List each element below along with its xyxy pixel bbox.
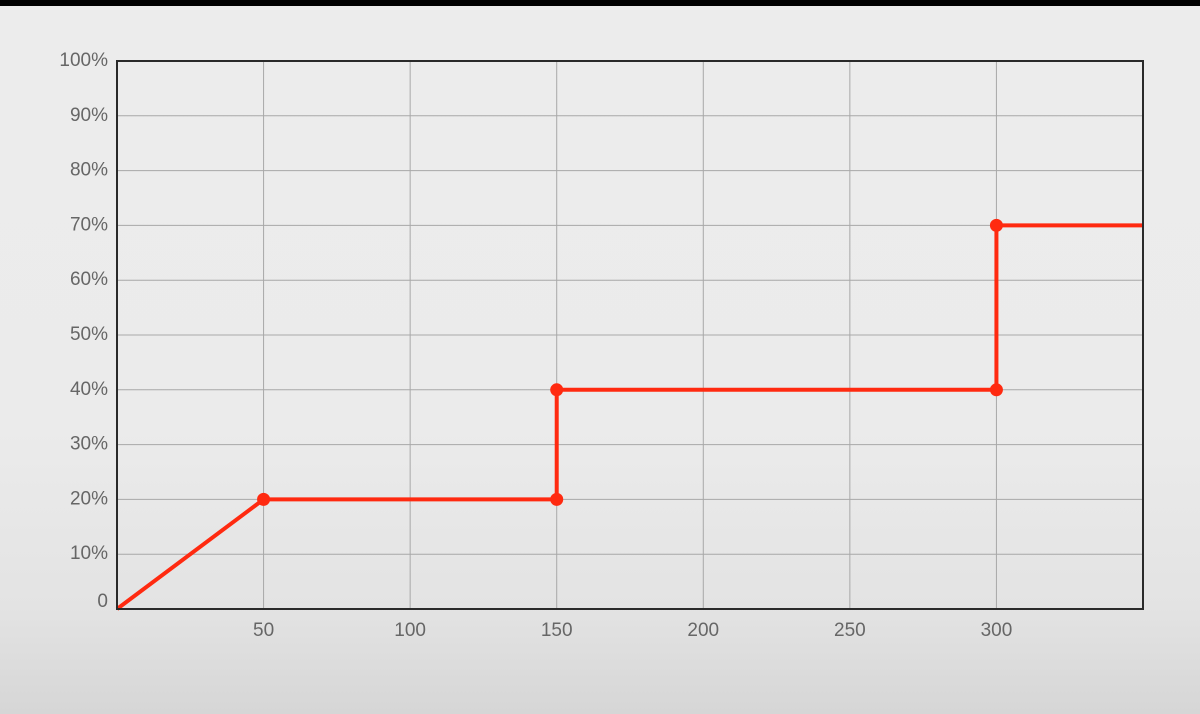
data-point-marker: [257, 492, 271, 506]
data-point-marker: [550, 383, 564, 397]
data-point-marker: [550, 492, 564, 506]
y-tick-label: 60%: [70, 269, 108, 290]
x-tick-label: 250: [834, 620, 866, 641]
x-axis-tick-labels: 50 100 150 200 250 300: [253, 620, 1012, 641]
x-tick-label: 100: [394, 620, 426, 641]
series-layer: [115, 218, 1143, 611]
x-tick-label: 50: [253, 620, 274, 641]
y-tick-label: 70%: [70, 214, 108, 235]
grid-layer: [117, 61, 1143, 609]
y-tick-label: 90%: [70, 105, 108, 126]
y-tick-label: 20%: [70, 488, 108, 509]
y-tick-label: 30%: [70, 434, 108, 455]
x-tick-label: 300: [981, 620, 1013, 641]
series-line: [115, 223, 1143, 611]
x-tick-label: 200: [687, 620, 719, 641]
data-point-marker: [989, 383, 1003, 397]
plot-area-border: [116, 60, 1144, 610]
y-tick-label: 10%: [70, 543, 108, 564]
y-tick-label: 0: [97, 591, 108, 612]
y-tick-label: 40%: [70, 379, 108, 400]
y-tick-label: 50%: [70, 324, 108, 345]
chart-background: [0, 6, 1200, 714]
y-tick-label: 80%: [70, 160, 108, 181]
data-point-marker: [989, 218, 1003, 232]
y-tick-label: 100%: [59, 50, 108, 71]
x-tick-label: 150: [541, 620, 573, 641]
y-axis-tick-labels: 0 10% 20% 30% 40% 50% 60% 70% 80% 90% 100%: [59, 50, 108, 612]
